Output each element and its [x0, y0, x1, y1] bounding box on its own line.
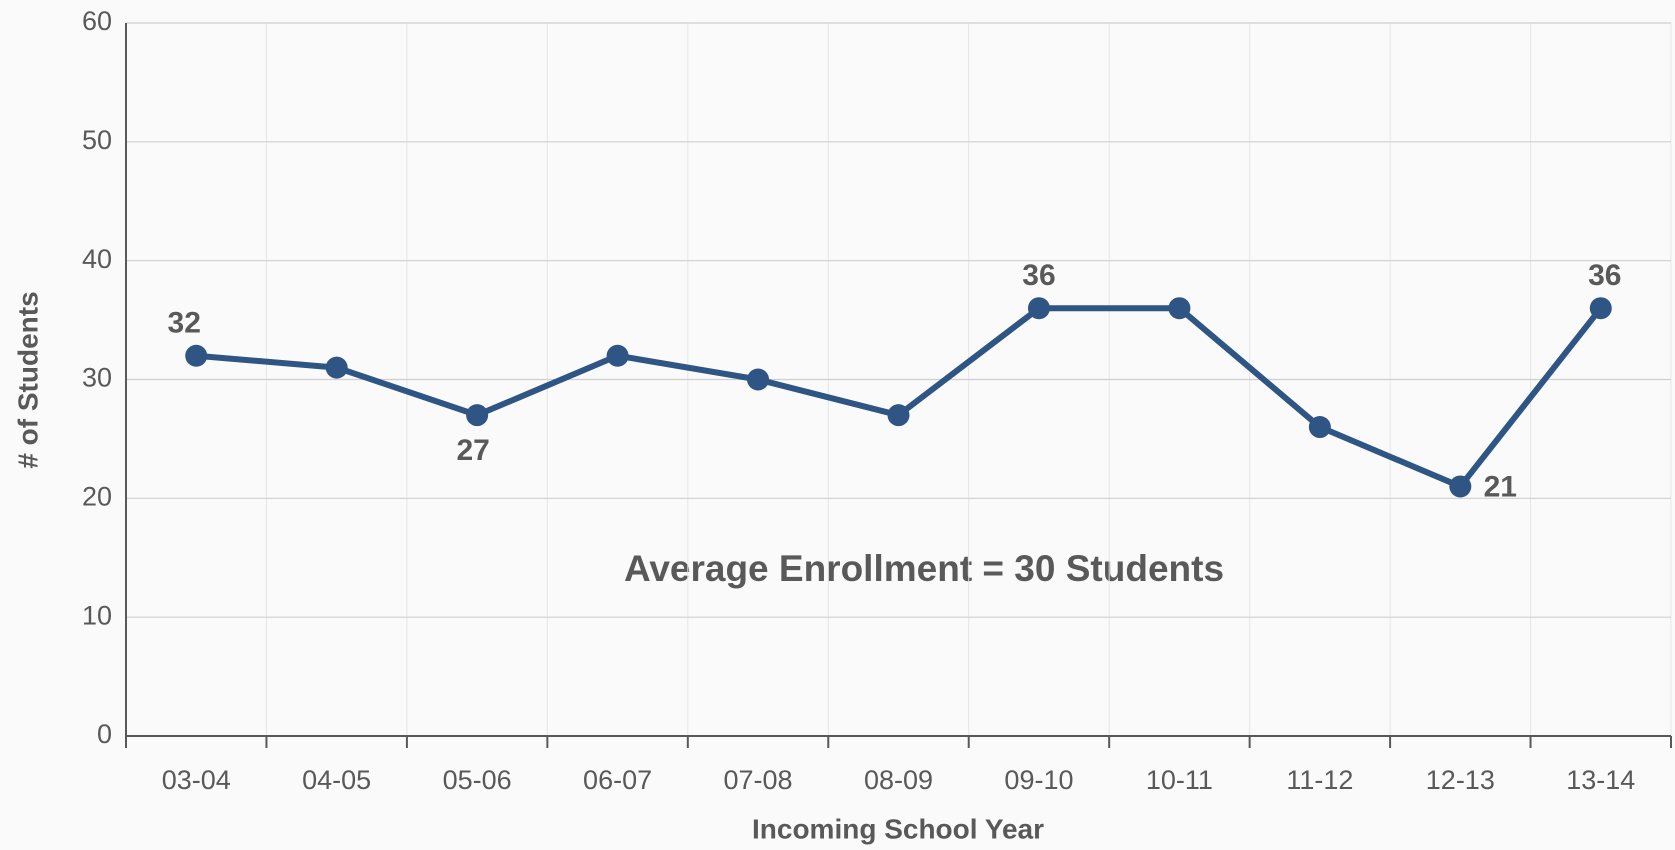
- point: [1449, 475, 1472, 498]
- data-label: 21: [1484, 470, 1517, 503]
- x-tick-label: 07-08: [724, 765, 793, 795]
- point: [185, 344, 208, 367]
- x-tick-label: 08-09: [864, 765, 933, 795]
- point: [1589, 297, 1612, 320]
- y-tick-label: 40: [82, 244, 112, 274]
- point: [466, 404, 489, 427]
- x-tick-label: 05-06: [443, 765, 512, 795]
- data-label: 27: [456, 434, 489, 467]
- x-tick-label: 03-04: [162, 765, 231, 795]
- point: [887, 404, 910, 427]
- y-tick-label: 50: [82, 125, 112, 155]
- y-tick-label: 60: [82, 6, 112, 36]
- data-label: 36: [1588, 259, 1621, 292]
- x-axis-label: Incoming School Year: [752, 813, 1044, 844]
- y-tick-label: 10: [82, 600, 112, 630]
- x-tick-label: 10-11: [1146, 765, 1213, 795]
- x-tick-label: 11-12: [1286, 765, 1353, 795]
- data-label: 32: [168, 307, 201, 340]
- y-tick-label: 0: [97, 719, 112, 749]
- y-tick-label: 30: [82, 363, 112, 393]
- y-tick-label: 20: [82, 481, 112, 511]
- x-tick-label: 12-13: [1426, 765, 1495, 795]
- x-tick-label: 13-14: [1566, 765, 1635, 795]
- point: [747, 368, 770, 391]
- data-label: 36: [1022, 259, 1055, 292]
- point: [1308, 416, 1331, 439]
- point: [606, 344, 629, 367]
- y-axis-label: # of Students: [12, 291, 43, 468]
- point: [325, 356, 348, 379]
- point: [1168, 297, 1191, 320]
- x-tick-label: 09-10: [1004, 765, 1073, 795]
- x-tick-label: 04-05: [302, 765, 371, 795]
- annotation: Average Enrollment = 30 Students: [624, 548, 1224, 589]
- x-tick-label: 06-07: [583, 765, 652, 795]
- point: [1027, 297, 1050, 320]
